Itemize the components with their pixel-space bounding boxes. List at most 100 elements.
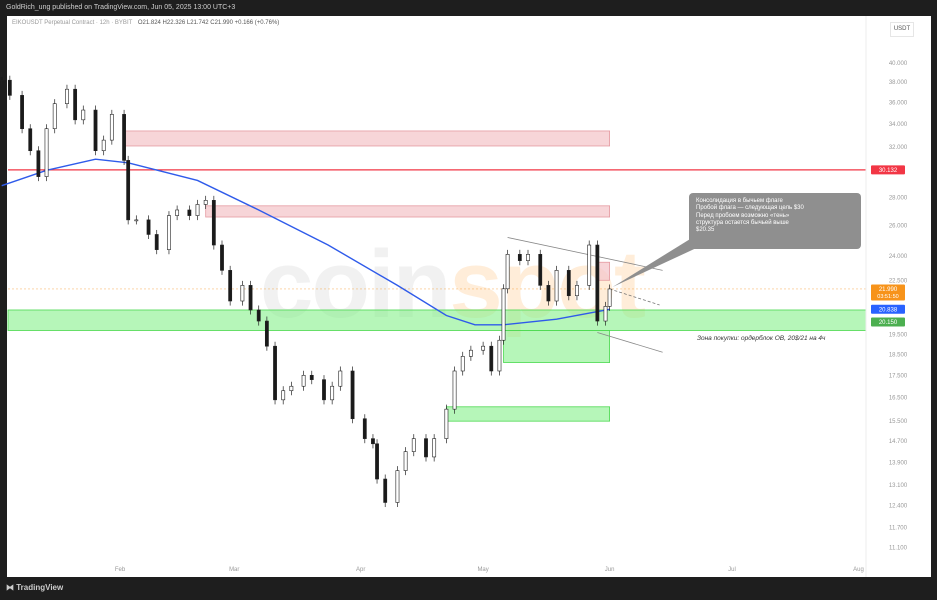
y-tick-label: 34.000 [889, 122, 908, 128]
candle [411, 438, 416, 452]
y-tick-label: 12.400 [889, 504, 908, 510]
candle [273, 345, 277, 401]
candle [603, 306, 608, 322]
candle [489, 345, 494, 372]
chart-panel[interactable] [7, 16, 931, 577]
candle [289, 385, 294, 392]
callout-line: Консолидация в бычьем флаге [696, 198, 783, 204]
candle [403, 451, 408, 471]
candle [52, 103, 57, 130]
x-tick-label: Apr [356, 567, 365, 573]
candle [383, 478, 388, 503]
candle [20, 95, 24, 130]
countdown-text: 03:51:50 [877, 294, 898, 300]
y-tick-label: 28.000 [889, 196, 908, 202]
candle [481, 345, 486, 351]
x-tick-label: May [477, 567, 488, 573]
candle [101, 139, 106, 152]
x-tick-label: Mar [229, 567, 239, 573]
supply-zone [205, 205, 611, 218]
candle [566, 270, 571, 297]
candle [36, 150, 41, 177]
candle [501, 288, 506, 341]
channel-line [507, 237, 663, 271]
candle [7, 79, 12, 96]
candle [538, 254, 543, 286]
candle [109, 114, 114, 141]
moving-average-line [1, 158, 610, 326]
candle [281, 390, 286, 401]
candle [240, 285, 245, 302]
candle [595, 244, 600, 322]
price-label-bg [871, 304, 905, 314]
callout-annotation: Консолидация в бычьем флаге Пробой флага… [689, 193, 861, 249]
demand-zone [445, 406, 610, 422]
currency-button[interactable]: USDT [890, 22, 914, 37]
x-tick-label: Jul [728, 567, 736, 573]
ohlc-values: O21.824 H22.326 L21.742 C21.990 +0.166 (… [137, 20, 280, 26]
y-tick-label: 19.500 [889, 332, 908, 338]
candle [203, 200, 208, 205]
x-tick-label: Feb [115, 567, 126, 573]
candle [195, 204, 200, 216]
buy-zone-note: Зона покупки: ордерблок OB, 20$/21 на 4ч [697, 335, 826, 342]
price-label-text: 20.838 [879, 307, 898, 313]
callout-line: Перед пробоем возможно «тень» [696, 212, 790, 219]
candle [362, 418, 367, 439]
candle [375, 443, 379, 480]
candle [134, 219, 139, 222]
y-tick-label: 36.000 [889, 101, 908, 107]
price-label-text: 20.150 [879, 320, 898, 326]
price-label-bg [871, 284, 905, 301]
candle [187, 209, 192, 216]
projection-line [609, 288, 660, 306]
candle [264, 320, 269, 347]
candle [338, 370, 343, 387]
candle [73, 88, 78, 121]
callout-pointer [612, 236, 705, 287]
price-label-text: 30.132 [879, 168, 898, 174]
candle [587, 244, 592, 286]
candle [330, 385, 335, 401]
candle [44, 128, 49, 177]
candle [309, 374, 314, 380]
x-tick-label: Jun [605, 567, 615, 573]
price-label: 20.838 [871, 304, 905, 314]
candle [460, 356, 465, 372]
candle [505, 254, 510, 290]
price-label-text: 21.990 [879, 287, 898, 293]
candle [65, 88, 69, 104]
symbol-text: EIKOUSDT Perpetual Contract · 12h · BYBI… [12, 20, 133, 26]
candle [93, 109, 98, 152]
channel-line [597, 332, 663, 353]
candle [395, 470, 400, 503]
supply-zone [123, 130, 610, 147]
candle [444, 408, 449, 439]
candle [468, 349, 473, 357]
candle [28, 128, 33, 152]
y-tick-label: 32.000 [889, 145, 908, 151]
candle [0, 76, 4, 81]
price-label-bg [871, 165, 905, 175]
x-tick-label: Aug [853, 567, 864, 573]
candle [452, 370, 457, 410]
candle [228, 270, 233, 302]
candle [517, 254, 522, 261]
price-label: 20.150 [871, 317, 905, 327]
symbol-legend: EIKOUSDT Perpetual Contract · 12h · BYBI… [12, 20, 279, 26]
candle [146, 219, 151, 235]
candle [607, 288, 612, 307]
candle [350, 370, 355, 420]
candle [126, 160, 131, 221]
footer-bar: ⧓ TradingView [0, 577, 937, 600]
candle [371, 438, 375, 445]
price-label: 30.132 [871, 165, 905, 175]
tradingview-logo[interactable]: ⧓ TradingView [6, 583, 64, 592]
candle [220, 244, 224, 271]
candle [211, 200, 216, 246]
y-tick-label: 11.700 [889, 525, 908, 531]
callout-line: структура остается бычьей выше [696, 219, 789, 226]
y-tick-label: 24.000 [889, 254, 908, 260]
published-info: GoldRich_ung published on TradingView.co… [6, 4, 236, 11]
